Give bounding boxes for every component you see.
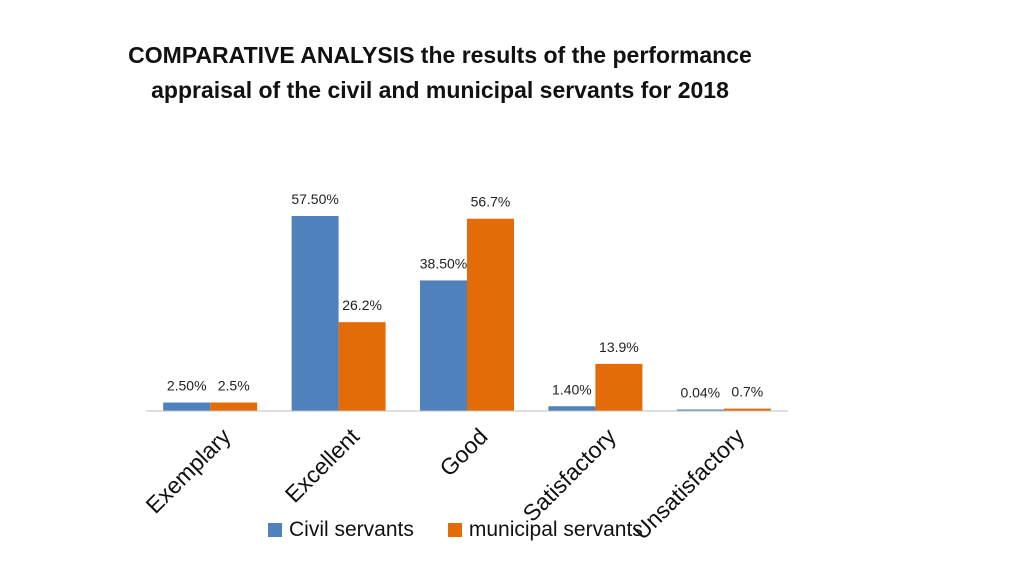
data-label-civil-exemplary: 2.50%	[167, 378, 207, 394]
category-label-satisfactory: Satisfactory	[518, 423, 622, 527]
bar-municipal-excellent	[338, 322, 386, 411]
data-label-municipal-unsatisfactory: 0.7%	[731, 384, 763, 400]
bar-civil-satisfactory	[548, 406, 596, 411]
bar-civil-exemplary	[163, 402, 211, 411]
bar-civil-excellent	[291, 216, 339, 411]
data-label-municipal-exemplary: 2.5%	[218, 378, 250, 394]
category-label-exemplary: Exemplary	[141, 423, 237, 519]
bar-civil-good	[420, 280, 467, 411]
data-label-civil-good: 38.50%	[420, 255, 467, 271]
legend-label-municipal: municipal servants	[468, 518, 643, 541]
bar-municipal-exemplary	[210, 402, 258, 411]
bar-civil-unsatisfactory	[676, 409, 724, 411]
legend-label-civil: Civil servants	[289, 518, 414, 541]
data-label-municipal-good: 56.7%	[471, 194, 511, 210]
chart-title: COMPARATIVE ANALYSIS the results of the …	[128, 42, 752, 103]
data-label-municipal-satisfactory: 13.9%	[599, 339, 639, 355]
data-labels-group: 2.50% 2.5% 57.50% 26.2% 38.50% 56.7% 1.40% 13.9…	[167, 191, 763, 401]
legend: Civil servants municipal servants	[268, 518, 677, 542]
category-label-good: Good	[434, 423, 492, 481]
bars-group	[163, 216, 771, 411]
bar-municipal-unsatisfactory	[723, 408, 771, 411]
legend-swatch-civil	[268, 523, 282, 537]
data-label-civil-satisfactory: 1.40%	[552, 381, 592, 397]
category-label-excellent: Excellent	[280, 423, 365, 508]
data-label-civil-unsatisfactory: 0.04%	[680, 385, 720, 401]
data-label-municipal-excellent: 26.2%	[342, 297, 382, 313]
legend-item-civil: Civil servants	[268, 518, 414, 542]
bar-municipal-satisfactory	[595, 363, 643, 411]
legend-item-municipal: municipal servants	[447, 518, 643, 542]
bar-municipal-good	[467, 218, 514, 411]
legend-swatch-municipal	[447, 523, 462, 537]
data-label-civil-excellent: 57.50%	[291, 191, 338, 207]
